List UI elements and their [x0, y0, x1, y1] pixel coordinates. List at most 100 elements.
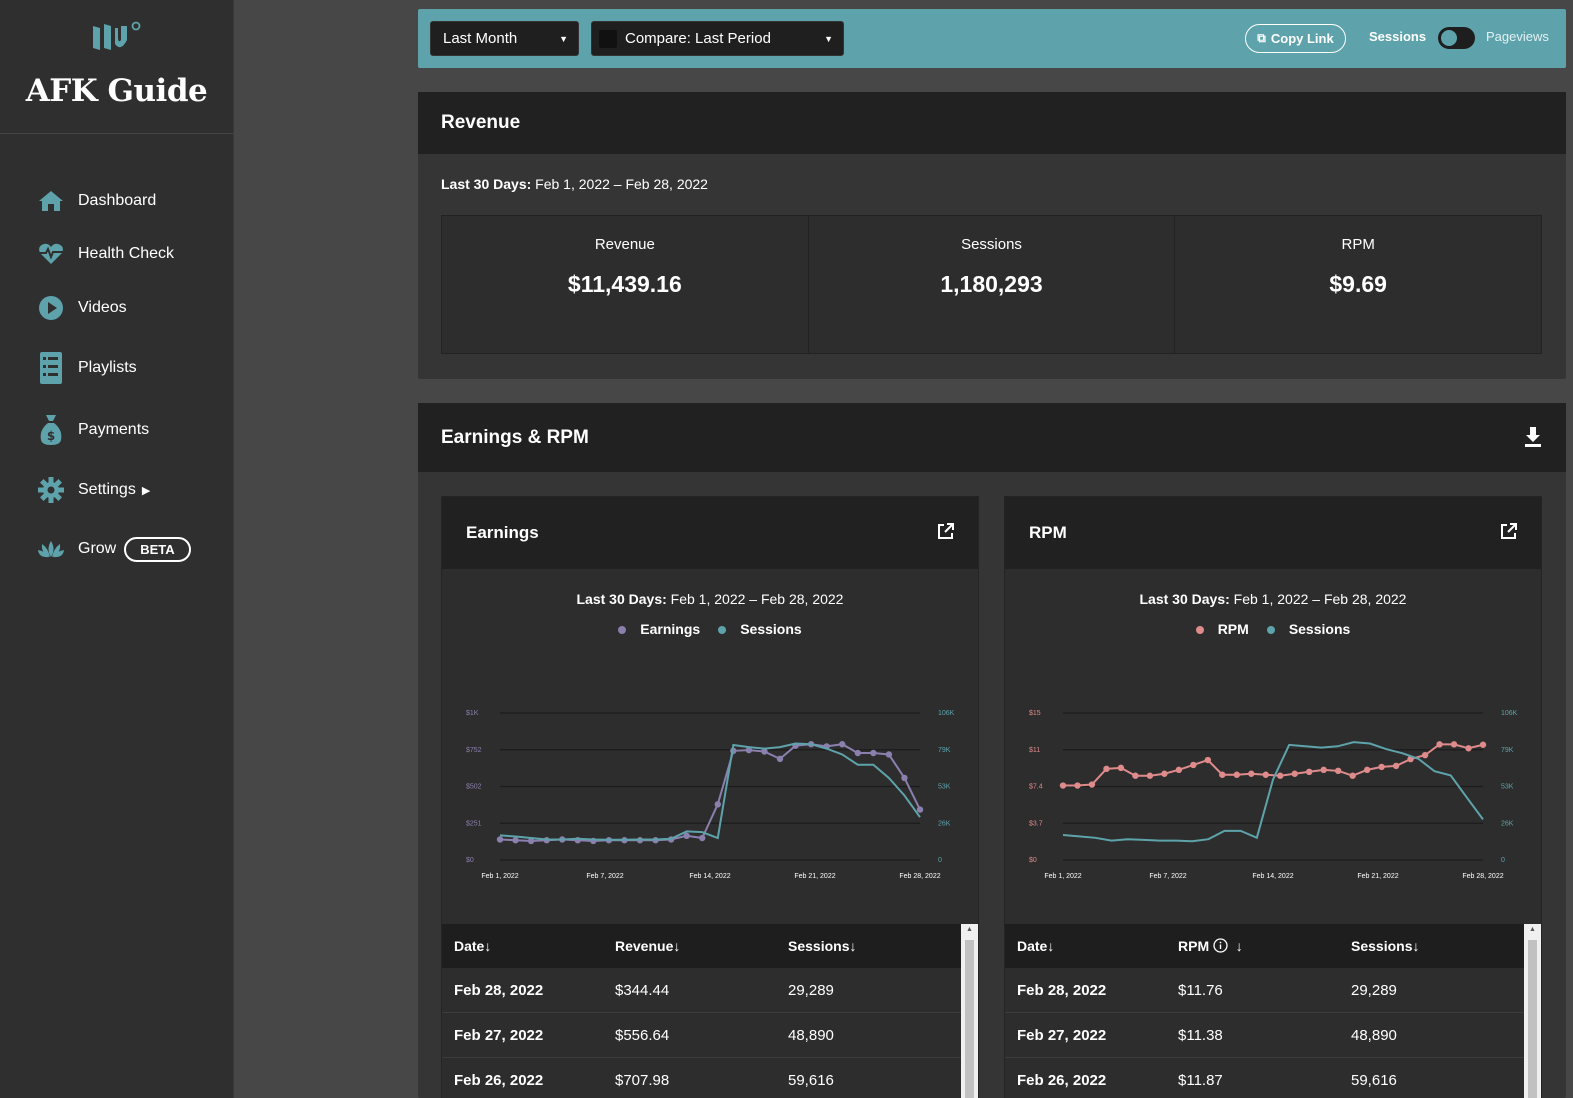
data-point-earnings[interactable] — [901, 774, 908, 782]
x-tick-label: Feb 1, 2022 — [481, 873, 518, 880]
data-point-earnings[interactable] — [870, 749, 877, 757]
cell-sessions: 59,616 — [1351, 1071, 1397, 1089]
data-point-earnings[interactable] — [745, 746, 753, 754]
y-left-tick-label: $0 — [466, 857, 474, 864]
data-point-earnings[interactable] — [527, 837, 535, 845]
table-row: Feb 26, 2022 $707.98 59,616 — [442, 1058, 962, 1098]
copy-link-button[interactable]: ⧉ Copy Link — [1245, 24, 1346, 53]
data-point-earnings[interactable] — [761, 748, 768, 755]
data-point-rpm[interactable] — [1103, 765, 1110, 773]
data-point-rpm[interactable] — [1059, 782, 1067, 789]
col-header-date[interactable]: Date↓ — [454, 938, 492, 954]
data-point-rpm[interactable] — [1277, 772, 1284, 779]
data-point-earnings[interactable] — [776, 755, 784, 763]
money-bag-icon: $ — [38, 415, 64, 445]
data-point-rpm[interactable] — [1349, 772, 1356, 779]
data-point-earnings[interactable] — [916, 806, 924, 813]
data-point-rpm[interactable] — [1392, 762, 1400, 770]
data-point-earnings[interactable] — [683, 832, 690, 840]
data-point-rpm[interactable] — [1175, 766, 1183, 774]
data-point-rpm[interactable] — [1421, 751, 1429, 759]
rpm-legend: RPM Sessions — [1005, 621, 1541, 637]
period-select[interactable]: Last Month ▼ — [430, 21, 579, 56]
table-scrollbar[interactable]: ▲ — [961, 924, 978, 1098]
home-icon — [38, 187, 64, 215]
kpi-rpm: RPM $9.69 — [1175, 216, 1541, 353]
col-header-date[interactable]: Date↓ — [1017, 938, 1055, 954]
external-link-icon[interactable] — [1500, 523, 1517, 540]
sidebar-item-health-check[interactable]: Health Check — [38, 238, 174, 270]
scroll-up-arrow-icon[interactable]: ▲ — [966, 926, 973, 933]
earnings-card: Earnings Last 30 Days: Feb 1, 2022 – Feb… — [441, 496, 979, 1098]
data-point-rpm[interactable] — [1248, 770, 1255, 777]
external-link-icon[interactable] — [937, 523, 954, 540]
legend-item-rpm[interactable]: RPM — [1195, 621, 1249, 637]
data-point-rpm[interactable] — [1378, 763, 1385, 771]
sidebar-item-playlists[interactable]: Playlists — [38, 352, 137, 384]
sidebar-item-grow[interactable]: Grow BETA — [38, 533, 191, 565]
data-point-rpm[interactable] — [1074, 782, 1081, 789]
data-point-earnings[interactable] — [885, 751, 893, 758]
earnings-rpm-title: Earnings & RPM — [441, 426, 589, 448]
data-point-rpm[interactable] — [1132, 772, 1139, 779]
data-point-rpm[interactable] — [1450, 741, 1458, 748]
y-left-tick-label: $1K — [466, 710, 479, 717]
table-scrollbar[interactable]: ▲ — [1524, 924, 1541, 1098]
range-value: Feb 1, 2022 – Feb 28, 2022 — [1233, 591, 1407, 607]
rpm-table: Date↓ RPM ↓ Sessions↓ Feb 28, 2022 $11.7… — [1005, 924, 1525, 1098]
sidebar-item-dashboard[interactable]: Dashboard — [38, 185, 156, 217]
scrollbar-thumb[interactable] — [965, 940, 974, 1098]
data-point-earnings[interactable] — [714, 801, 721, 808]
sessions-pageviews-toggle[interactable] — [1438, 27, 1475, 49]
download-icon[interactable] — [1524, 427, 1542, 447]
legend-label: RPM — [1217, 621, 1249, 637]
legend-item-sessions[interactable]: Sessions — [718, 621, 802, 637]
data-point-rpm[interactable] — [1262, 771, 1269, 778]
data-point-earnings[interactable] — [699, 834, 706, 842]
legend-item-sessions[interactable]: Sessions — [1266, 621, 1350, 637]
y-right-tick-label: 106K — [938, 710, 955, 717]
scroll-up-arrow-icon[interactable]: ▲ — [1529, 926, 1536, 933]
col-header-sessions[interactable]: Sessions↓ — [1351, 938, 1420, 954]
scrollbar-thumb[interactable] — [1528, 940, 1537, 1098]
col-header-rpm[interactable]: RPM ↓ — [1178, 938, 1351, 954]
cell-sessions: 48,890 — [788, 1026, 834, 1044]
data-point-rpm[interactable] — [1088, 781, 1096, 788]
table-row: Feb 28, 2022 $11.76 29,289 — [1005, 968, 1525, 1013]
data-point-rpm[interactable] — [1219, 771, 1226, 778]
brand-logo-icon[interactable] — [87, 18, 147, 58]
data-point-rpm[interactable] — [1204, 756, 1212, 764]
data-point-rpm[interactable] — [1436, 741, 1443, 748]
data-point-rpm[interactable] — [1479, 741, 1487, 748]
data-point-earnings[interactable] — [512, 837, 519, 844]
col-header-label: RPM — [1178, 938, 1210, 954]
col-header-revenue[interactable]: Revenue↓ — [615, 938, 681, 954]
compare-select[interactable]: Compare: Last Period ▼ — [591, 21, 844, 56]
data-point-rpm[interactable] — [1291, 770, 1298, 777]
sidebar-item-payments[interactable]: $ Payments — [38, 414, 149, 446]
data-point-rpm[interactable] — [1117, 764, 1125, 772]
data-point-rpm[interactable] — [1190, 761, 1197, 769]
data-point-rpm[interactable] — [1465, 745, 1472, 752]
data-point-rpm[interactable] — [1320, 766, 1327, 774]
info-icon[interactable] — [1213, 938, 1228, 953]
data-point-rpm[interactable] — [1146, 772, 1154, 779]
data-point-rpm[interactable] — [1334, 767, 1342, 775]
data-point-rpm[interactable] — [1363, 766, 1371, 774]
data-point-rpm[interactable] — [1161, 770, 1168, 777]
sidebar-item-videos[interactable]: Videos — [38, 292, 127, 324]
sidebar-item-label: Settings — [78, 481, 136, 498]
sidebar-item-label: Videos — [78, 299, 127, 316]
data-point-earnings[interactable] — [854, 749, 861, 757]
data-point-earnings[interactable] — [496, 836, 504, 843]
col-header-sessions[interactable]: Sessions↓ — [788, 938, 857, 954]
data-point-earnings[interactable] — [839, 741, 846, 748]
legend-item-earnings[interactable]: Earnings — [618, 621, 700, 637]
sidebar-item-settings[interactable]: Settings ▶ — [38, 474, 150, 506]
data-point-rpm[interactable] — [1306, 768, 1313, 775]
x-tick-label: Feb 28, 2022 — [1462, 873, 1503, 880]
earnings-table: Date↓ Revenue↓ Sessions↓ Feb 28, 2022 $3… — [442, 924, 962, 1098]
data-point-rpm[interactable] — [1233, 771, 1240, 778]
earnings-date-range: Last 30 Days: Feb 1, 2022 – Feb 28, 2022 — [442, 591, 978, 607]
cell-date: Feb 27, 2022 — [1017, 1026, 1107, 1044]
